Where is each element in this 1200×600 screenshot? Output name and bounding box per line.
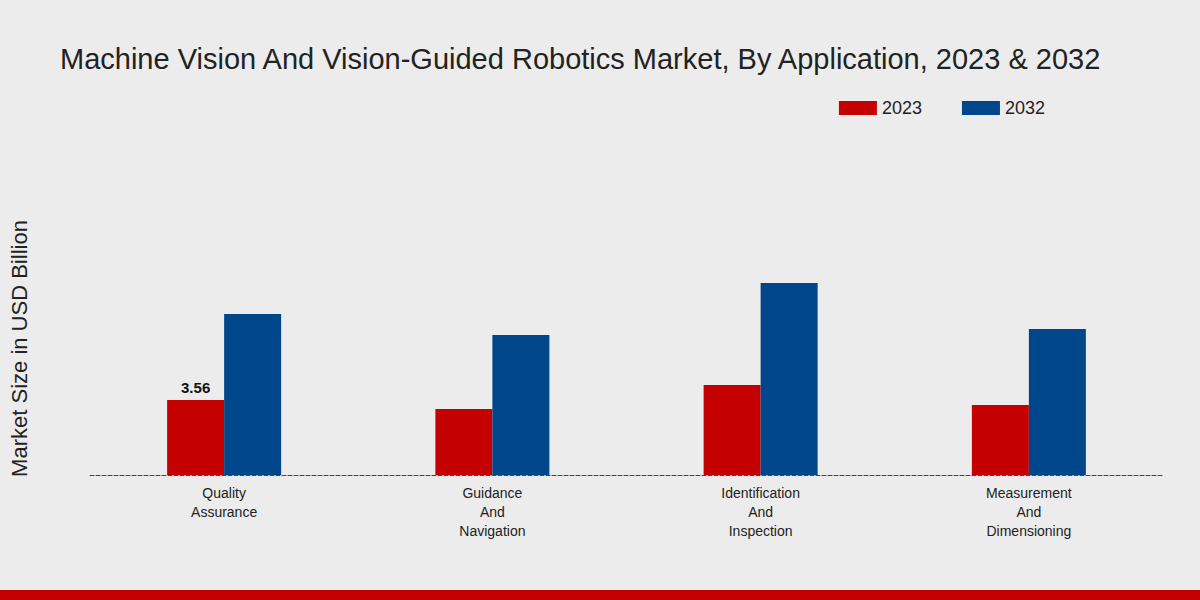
svg-text:2032: 2032 — [1005, 98, 1045, 118]
svg-text:Navigation: Navigation — [459, 523, 525, 539]
svg-text:Market Size in USD Billion: Market Size in USD Billion — [7, 220, 32, 477]
svg-text:Identification: Identification — [721, 485, 800, 501]
svg-text:Assurance: Assurance — [191, 504, 257, 520]
svg-text:2023: 2023 — [882, 98, 922, 118]
svg-text:Guidance: Guidance — [462, 485, 522, 501]
svg-text:Measurement: Measurement — [986, 485, 1072, 501]
svg-text:Inspection: Inspection — [729, 523, 793, 539]
svg-text:Dimensioning: Dimensioning — [986, 523, 1071, 539]
svg-text:3.56: 3.56 — [181, 379, 210, 396]
svg-text:Quality: Quality — [202, 485, 246, 501]
svg-text:And: And — [1016, 504, 1041, 520]
svg-text:And: And — [748, 504, 773, 520]
svg-text:And: And — [480, 504, 505, 520]
svg-text:Machine Vision And Vision-Guid: Machine Vision And Vision-Guided Robotic… — [60, 43, 1100, 75]
